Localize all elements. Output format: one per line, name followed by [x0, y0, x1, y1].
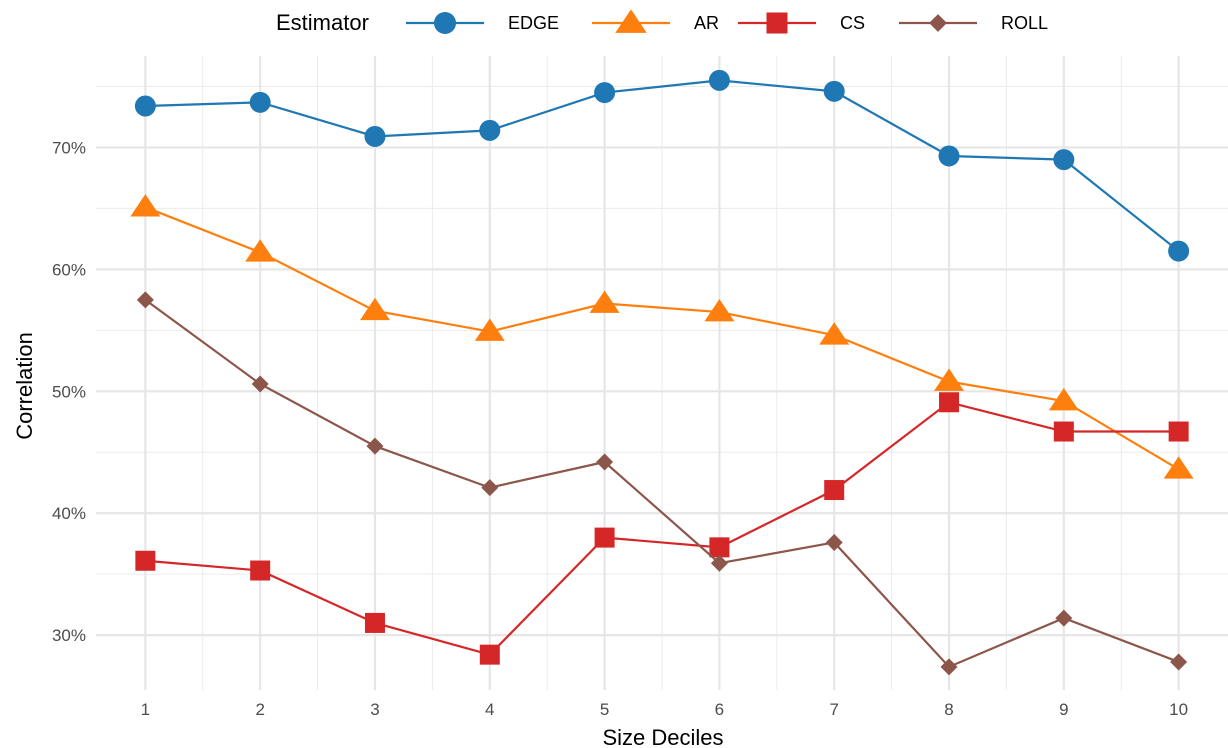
y-axis-title: Correlation	[12, 332, 37, 440]
data-point-cs	[250, 560, 271, 581]
data-point-ar	[130, 194, 161, 217]
legend-key-marker	[766, 12, 788, 34]
data-point-ar	[934, 368, 965, 391]
data-point-roll	[710, 554, 728, 572]
data-point-cs	[824, 480, 845, 501]
data-point-ar	[704, 299, 735, 322]
data-point-roll	[940, 658, 958, 676]
y-tick-label: 30%	[52, 626, 86, 645]
y-tick-label: 70%	[52, 138, 86, 157]
data-point-ar	[1048, 388, 1079, 411]
x-tick-label: 8	[944, 700, 953, 719]
x-tick-label: 4	[485, 700, 494, 719]
data-point-cs	[1053, 421, 1074, 442]
series-line-edge	[145, 79, 1180, 252]
x-tick-label: 10	[1169, 700, 1188, 719]
data-point-edge	[594, 82, 616, 104]
series-edge	[134, 69, 1190, 262]
data-point-cs	[709, 537, 730, 558]
data-point-roll	[596, 453, 614, 471]
x-tick-label: 7	[829, 700, 838, 719]
data-point-cs	[135, 550, 156, 571]
x-axis-title: Size Deciles	[602, 725, 723, 748]
data-point-roll	[251, 375, 269, 393]
x-tick-label: 5	[600, 700, 609, 719]
x-tick-label: 2	[255, 700, 264, 719]
legend-label: AR	[694, 13, 719, 33]
series-layer	[130, 69, 1194, 676]
legend-item-ar: AR	[592, 9, 719, 33]
legend: Estimator EDGE AR CS ROLL	[276, 9, 1048, 35]
legend-key-marker	[615, 9, 647, 33]
y-tick-label: 50%	[52, 382, 86, 401]
data-point-roll	[481, 479, 499, 497]
x-tick-label: 1	[141, 700, 150, 719]
legend-key-marker	[929, 14, 947, 32]
data-point-roll	[825, 533, 843, 551]
data-point-edge	[708, 69, 730, 91]
data-point-ar	[245, 239, 276, 262]
tick-labels: 30% 40% 50% 60% 70% 1 2 3 4 5 6 7 8 9 10	[52, 138, 1188, 719]
x-tick-label: 3	[370, 700, 379, 719]
legend-key-marker	[433, 11, 457, 35]
series-roll	[136, 291, 1188, 676]
data-point-ar	[474, 318, 505, 341]
legend-label: CS	[840, 13, 865, 33]
x-tick-label: 9	[1059, 700, 1068, 719]
data-point-ar	[1163, 456, 1194, 479]
data-point-cs	[594, 527, 615, 548]
data-point-edge	[1053, 149, 1075, 171]
legend-item-roll: ROLL	[899, 13, 1048, 33]
data-point-roll	[1055, 609, 1073, 627]
data-point-cs	[939, 392, 960, 413]
series-line-ar	[144, 206, 1180, 471]
legend-item-cs: CS	[738, 12, 865, 34]
data-point-ar	[819, 322, 850, 345]
series-line-roll	[144, 298, 1180, 669]
data-point-roll	[1170, 653, 1188, 671]
series-line-cs	[145, 401, 1179, 656]
data-point-edge	[823, 80, 845, 102]
y-tick-label: 60%	[52, 260, 86, 279]
data-point-roll	[366, 437, 384, 455]
legend-label: ROLL	[1001, 13, 1048, 33]
data-point-cs	[479, 644, 500, 665]
x-tick-label: 6	[715, 700, 724, 719]
data-point-ar	[589, 290, 620, 313]
data-point-cs	[364, 612, 385, 633]
data-point-cs	[1168, 421, 1189, 442]
series-cs	[135, 392, 1189, 665]
legend-label: EDGE	[508, 13, 559, 33]
data-point-roll	[136, 291, 154, 309]
data-point-edge	[1168, 240, 1190, 262]
data-point-edge	[479, 119, 501, 141]
data-point-ar	[359, 297, 390, 321]
data-point-edge	[134, 95, 156, 117]
legend-title: Estimator	[276, 10, 369, 35]
series-ar	[130, 194, 1194, 479]
data-point-edge	[249, 91, 271, 113]
y-tick-label: 40%	[52, 504, 86, 523]
legend-item-edge: EDGE	[406, 11, 559, 35]
data-point-edge	[938, 145, 960, 167]
data-point-edge	[364, 125, 386, 147]
